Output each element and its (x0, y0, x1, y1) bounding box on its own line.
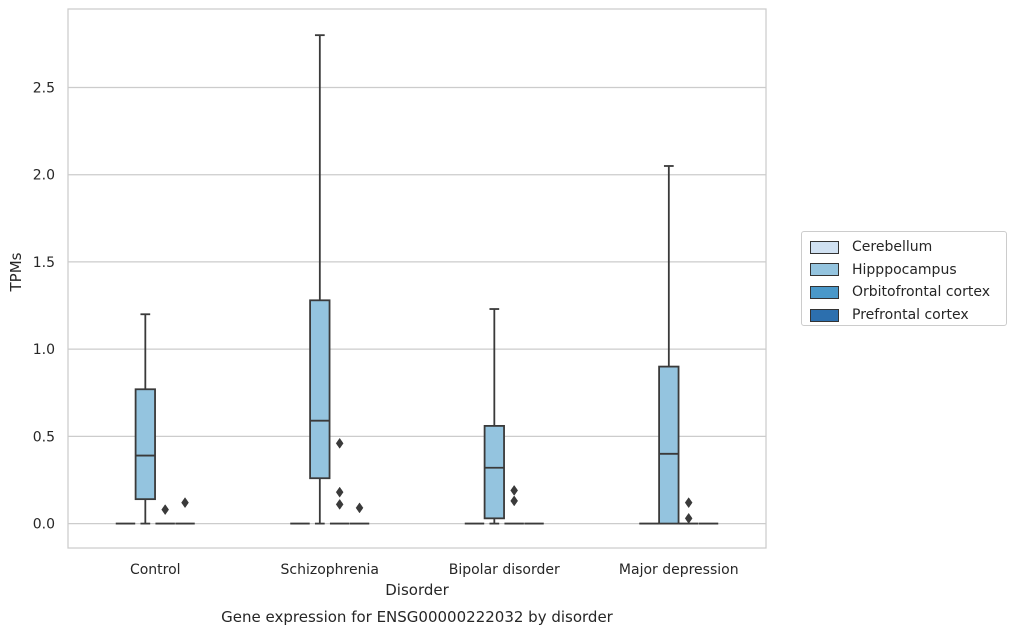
outlier-point (181, 497, 189, 509)
outlier-point (335, 486, 344, 498)
legend-item: Cerebellum (810, 236, 1006, 259)
outlier-point (335, 498, 344, 510)
box-hipppocampus (483, 308, 505, 525)
legend-label: Hipppocampus (852, 261, 957, 278)
box-prefrontal-cortex (175, 497, 195, 525)
box-orbitofrontal-cortex (504, 485, 524, 525)
y-axis-label: TPMs (7, 252, 25, 292)
outlier-point (355, 502, 364, 514)
x-axis-label: Disorder (385, 581, 449, 599)
y-tick-label: 0.5 (33, 429, 55, 445)
box-prefrontal-cortex (349, 502, 370, 525)
chart-title: Gene expression for ENSG00000222032 by d… (221, 608, 614, 626)
box-orbitofrontal-cortex (329, 437, 350, 525)
y-tick-label: 2.5 (33, 80, 55, 96)
legend-item: Hipppocampus (810, 259, 1006, 282)
outlier-point (161, 504, 169, 516)
legend-swatch (810, 240, 839, 254)
x-tick-label: Bipolar disorder (449, 562, 560, 578)
outlier-point (510, 485, 518, 496)
x-tick-label: Schizophrenia (281, 562, 379, 578)
y-tick-label: 1.0 (33, 342, 55, 358)
y-tick-label: 2.0 (33, 168, 55, 184)
legend-label: Prefrontal cortex (852, 307, 969, 324)
plot-area-frame (67, 8, 767, 549)
y-tick-labels: 0.0 0.5 1.0 1.5 2.0 2.5 (33, 80, 55, 532)
x-tick-label: Control (130, 562, 181, 578)
legend-item: Prefrontal cortex (810, 304, 1006, 327)
x-tick-labels: Control Schizophrenia Bipolar disorder Majo… (130, 562, 739, 578)
box-orbitofrontal-cortex (155, 504, 175, 525)
iqr-box (658, 365, 680, 525)
outlier-point (335, 437, 344, 449)
box-hipppocampus (658, 165, 680, 525)
iqr-box (483, 424, 505, 520)
outlier-point (684, 512, 693, 524)
box-hipppocampus (134, 313, 156, 525)
y-tick-label: 1.5 (33, 255, 55, 271)
outlier-point (510, 495, 518, 507)
box-orbitofrontal-cortex (678, 497, 699, 525)
y-tick-label: 0.0 (33, 517, 55, 533)
legend-swatch (810, 263, 839, 277)
legend-swatch (810, 285, 839, 299)
legend: Cerebellum Hipppocampus Orbitofrontal cort… (801, 231, 1007, 326)
boxes (115, 34, 719, 525)
x-tick-label: Major depression (619, 562, 739, 578)
legend-label: Cerebellum (852, 239, 933, 256)
outlier-point (684, 497, 693, 509)
legend-swatch (810, 308, 839, 322)
iqr-box (134, 388, 156, 501)
legend-label: Orbitofrontal cortex (852, 284, 990, 301)
iqr-box (309, 299, 331, 480)
legend-item: Orbitofrontal cortex (810, 281, 1006, 304)
box-hipppocampus (309, 34, 331, 525)
